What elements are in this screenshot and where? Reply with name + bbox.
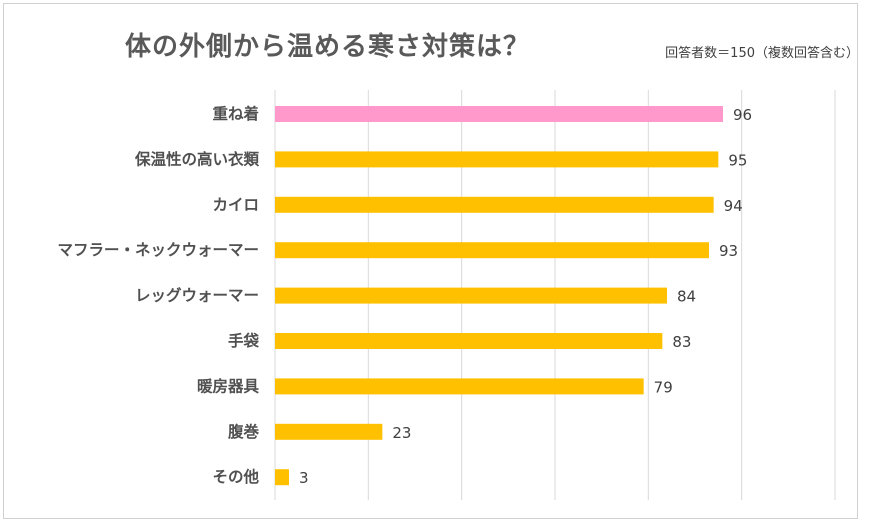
data-label: 83 (672, 333, 691, 351)
labels: 重ね着 96 保温性の高い衣類 95 カイロ 94 マフラー・ネックウォーマー 93 レッグウォ… (57, 104, 752, 487)
bar (275, 469, 289, 486)
data-label: 93 (719, 242, 738, 260)
chart-frame (3, 3, 858, 519)
category-label: 保温性の高い衣類 (134, 149, 260, 168)
data-label: 84 (677, 288, 696, 306)
bar (275, 423, 383, 440)
category-label: 重ね着 (212, 104, 259, 123)
category-label: 暖房器具 (197, 376, 260, 395)
category-label: その他 (212, 467, 259, 486)
bar (275, 333, 663, 349)
bars (275, 106, 723, 486)
bar (275, 196, 714, 213)
category-label: カイロ (212, 196, 259, 214)
category-label: 腹巻 (228, 422, 260, 441)
data-label: 23 (392, 424, 411, 442)
bar (275, 106, 723, 122)
data-label: 3 (299, 469, 309, 487)
category-label: 手袋 (228, 331, 260, 350)
category-label: レッグウォーマー (135, 286, 259, 305)
data-label: 95 (728, 151, 747, 169)
category-label: マフラー・ネックウォーマー (57, 241, 259, 259)
chart-subtitle: 回答者数＝150（複数回答含む） (665, 46, 859, 61)
data-label: 79 (654, 378, 673, 396)
data-label: 94 (724, 197, 743, 215)
bar (275, 242, 709, 259)
bar (275, 151, 719, 168)
chart-title: 体の外側から温める寒さ対策は？ (125, 32, 531, 62)
bar (275, 378, 644, 395)
bar (275, 287, 667, 304)
data-label: 96 (733, 106, 752, 124)
